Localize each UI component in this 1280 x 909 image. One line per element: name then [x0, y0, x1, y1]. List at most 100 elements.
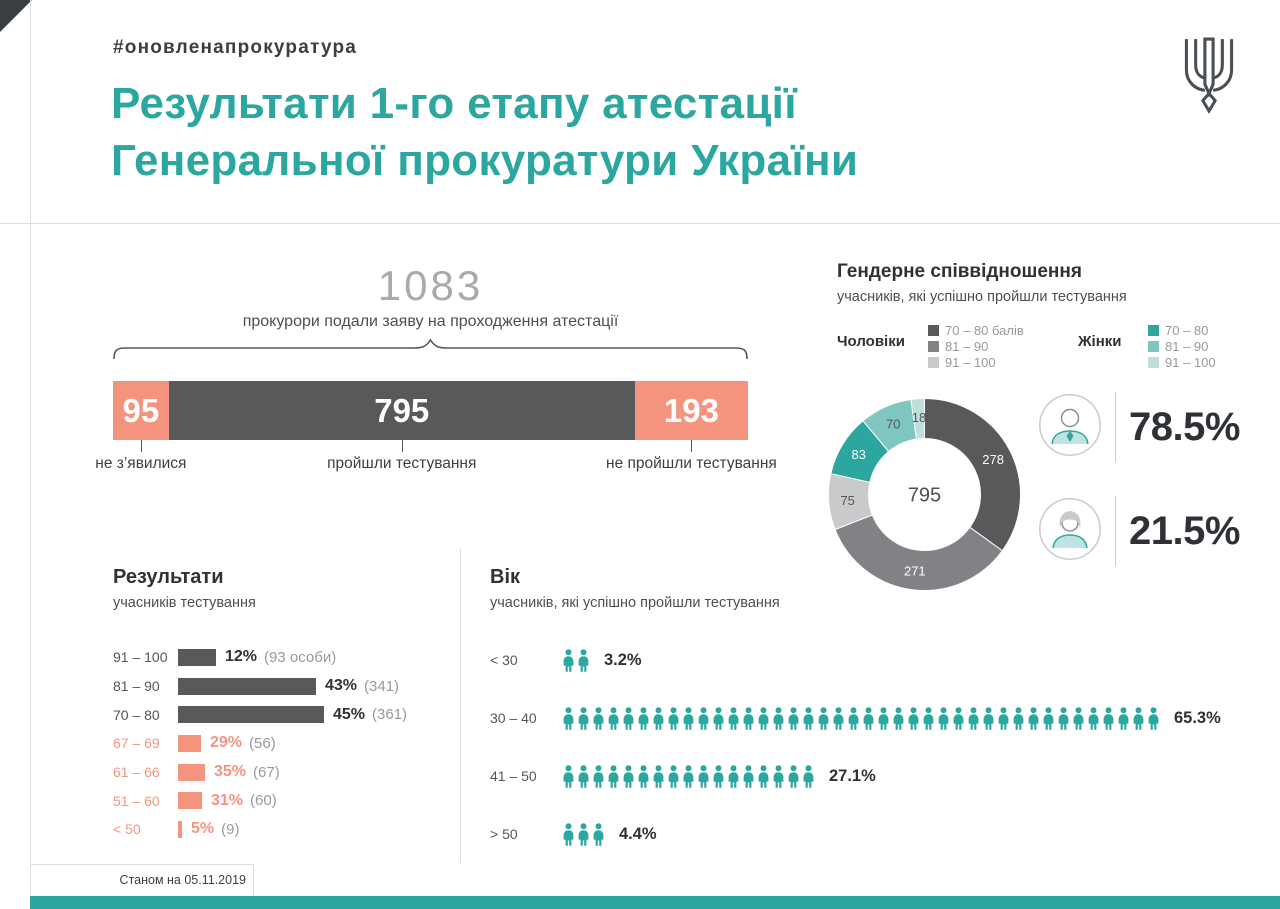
result-percent: 31% [211, 791, 244, 809]
legend-item-label: 91 – 100 [1165, 354, 1216, 370]
stacked-bar-segment: 795 [168, 381, 635, 440]
person-icon [608, 706, 619, 730]
person-icon [638, 764, 649, 788]
person-icon [1088, 706, 1099, 730]
footer-date-box: Станом на 05.11.2019 [31, 864, 254, 896]
stacked-bar-labels: не з’явилися пройшли тестування не пройшли… [95, 440, 777, 480]
total-applicants-caption: прокурори подали заяву на проходження ат… [242, 313, 619, 330]
person-icon [683, 764, 694, 788]
legend-swatch [928, 340, 939, 352]
person-icon [728, 706, 739, 730]
stacked-bar-chart: 95 795 193 [113, 381, 748, 440]
bottom-accent-bar [30, 896, 1280, 909]
divider-line [1115, 392, 1116, 462]
person-icon [818, 706, 829, 730]
donut-segment-value: 70 [886, 417, 900, 432]
legend-item: 81 – 90 [928, 338, 1024, 354]
age-row: < 30 3.2% [490, 631, 1270, 689]
person-icon [1028, 706, 1039, 730]
result-row: 70 – 80 45% (361) [113, 700, 458, 729]
result-row: 91 – 100 12% (93 особи) [113, 643, 458, 672]
result-row: 81 – 90 43% (341) [113, 672, 458, 701]
age-person-icons [562, 648, 592, 672]
legend-women: 70 – 80 81 – 90 91 – 100 [1148, 322, 1216, 370]
age-person-icons [562, 706, 1162, 730]
section-divider-line [460, 548, 461, 863]
person-icon [578, 764, 589, 788]
person-icon [1013, 706, 1024, 730]
person-icon [668, 764, 679, 788]
donut-svg: 278 271 75 83 70 18 795 [828, 397, 1021, 591]
donut-center-total: 795 [908, 485, 941, 507]
result-range-label: 67 – 69 [113, 735, 160, 752]
legend-item: 81 – 90 [1148, 338, 1216, 354]
person-icon [803, 764, 814, 788]
person-icon [1058, 706, 1069, 730]
legend-item: 70 – 80 [1148, 322, 1216, 338]
men-percentage-row: 78.5% [1038, 392, 1240, 462]
age-person-icons [562, 822, 607, 846]
stacked-bar-tick [140, 440, 142, 452]
person-icon [743, 764, 754, 788]
legend-item-label: 81 – 90 [945, 338, 989, 354]
legend-item: 70 – 80 балів [928, 322, 1024, 338]
legend-item-label: 70 – 80 балів [945, 322, 1024, 338]
person-icon [638, 706, 649, 730]
age-person-icons [562, 764, 817, 788]
person-icon [923, 706, 934, 730]
person-icon [683, 706, 694, 730]
donut-segment-value: 75 [840, 493, 854, 508]
donut-segment-value: 278 [982, 452, 1004, 467]
legend-swatch [928, 324, 939, 336]
result-row: 67 – 69 29% (56) [113, 729, 458, 758]
legend-item-label: 91 – 100 [945, 354, 996, 370]
women-percentage-row: 21.5% [1038, 496, 1240, 566]
total-applicants: 1083 [377, 262, 484, 309]
result-percent: 43% [325, 677, 358, 695]
legend-item: 91 – 100 [1148, 354, 1216, 370]
person-icon [788, 706, 799, 730]
person-icon [1133, 706, 1144, 730]
brace-decoration [113, 338, 748, 360]
age-range-label: 30 – 40 [490, 710, 537, 726]
result-percent: 29% [210, 734, 243, 752]
person-icon [758, 706, 769, 730]
result-percent: 45% [333, 705, 366, 723]
woman-icon [1038, 497, 1102, 566]
stacked-bar-segment-label: не пройшли тестування [606, 455, 777, 472]
divider-line [1115, 496, 1116, 566]
stacked-bar-segment: 95 [113, 381, 169, 440]
result-count: (361) [372, 706, 408, 724]
result-bar [178, 648, 216, 666]
person-icon [773, 764, 784, 788]
results-section-subtitle: учасників тестування [113, 595, 256, 611]
person-icon [848, 706, 859, 730]
result-row: 51 – 60 31% (60) [113, 786, 458, 815]
person-icon [593, 822, 604, 846]
person-icon [668, 706, 679, 730]
person-icon [713, 764, 724, 788]
person-icon [593, 764, 604, 788]
results-section-title: Результати [113, 566, 224, 588]
person-icon [653, 706, 664, 730]
person-icon [563, 706, 574, 730]
person-icon [773, 706, 784, 730]
result-count: (56) [249, 734, 276, 752]
gender-section-subtitle: учасників, які успішно пройшли тестуванн… [837, 289, 1127, 305]
donut-segment [834, 514, 1003, 591]
legend-swatch [1148, 340, 1159, 352]
legend-men-label: Чоловіки [837, 333, 905, 350]
gender-donut-chart: 278 271 75 83 70 18 795 [827, 397, 1022, 597]
legend-item-label: 81 – 90 [1165, 338, 1209, 354]
person-icon [983, 706, 994, 730]
age-range-label: < 30 [490, 652, 518, 668]
person-icon [803, 706, 814, 730]
result-bar [178, 820, 182, 838]
person-icon [608, 764, 619, 788]
result-range-label: < 50 [113, 821, 141, 838]
age-pictogram-chart: < 30 3.2% 30 – 40 65.3% 41 – 50 27.1% > 50 4.4% [490, 631, 1270, 863]
footer-date: Станом на 05.11.2019 [119, 873, 246, 887]
person-icon [758, 764, 769, 788]
stacked-bar-segment: 193 [634, 381, 748, 440]
legend-men: 70 – 80 балів 81 – 90 91 – 100 [928, 322, 1024, 370]
